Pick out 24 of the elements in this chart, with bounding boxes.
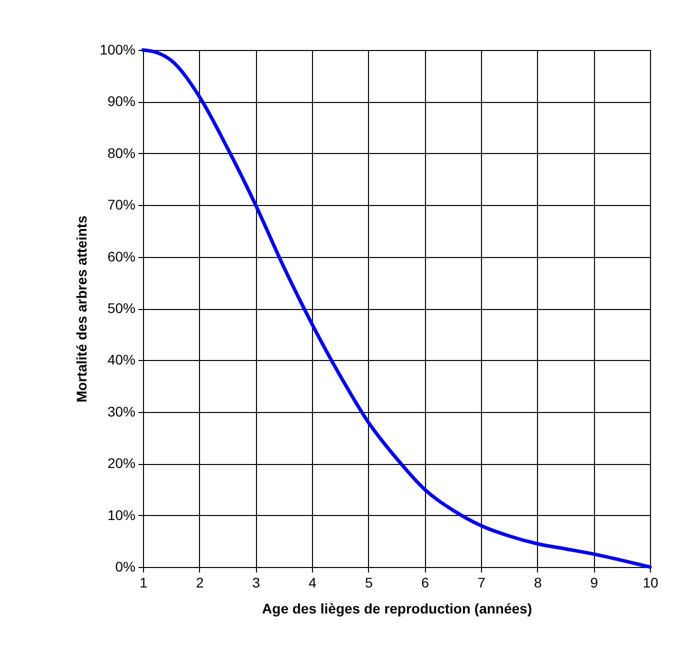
x-tick-label: 7 bbox=[478, 574, 486, 590]
y-tick-label: 30% bbox=[107, 403, 136, 420]
x-tick-label: 10 bbox=[642, 574, 658, 590]
y-tick-label: 40% bbox=[107, 352, 136, 368]
y-tick-label: 90% bbox=[107, 93, 136, 110]
y-tick-label: 50% bbox=[107, 300, 136, 316]
y-tick-label: 100% bbox=[100, 42, 136, 58]
y-axis-title: Mortalité des arbres atteints bbox=[74, 215, 90, 402]
x-tick-label: 9 bbox=[590, 574, 598, 590]
x-tick-label: 6 bbox=[421, 574, 430, 590]
x-tick-label: 3 bbox=[252, 574, 260, 590]
x-tick-label: 8 bbox=[534, 574, 542, 590]
x-tick-label: 2 bbox=[196, 574, 204, 590]
x-tick-label: 4 bbox=[308, 574, 317, 590]
y-tick-label: 80% bbox=[107, 144, 136, 161]
x-tick-label: 5 bbox=[364, 574, 373, 590]
x-axis-title: Age des lièges de reproduction (années) bbox=[262, 600, 532, 616]
y-tick-label: 10% bbox=[107, 506, 136, 523]
x-tick-label: 1 bbox=[140, 574, 148, 590]
y-tick-label: 20% bbox=[107, 455, 136, 472]
y-tick-label: 0% bbox=[115, 558, 136, 574]
line-series bbox=[141, 48, 652, 569]
y-tick-label: 60% bbox=[107, 248, 136, 264]
y-tick-label: 70% bbox=[107, 196, 136, 213]
